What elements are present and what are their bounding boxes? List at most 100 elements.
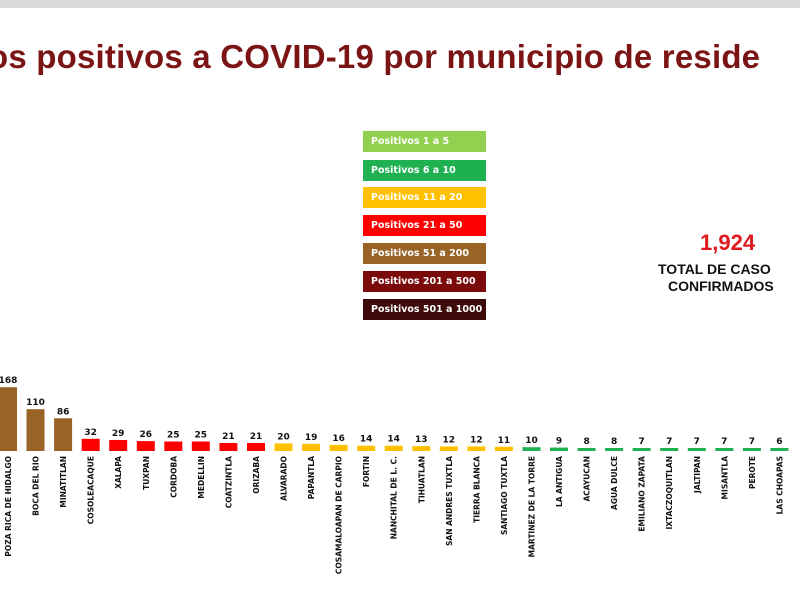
bar-value-label: 6 (776, 437, 782, 447)
category-label: MARTINEZ DE LA TORRE (528, 456, 537, 557)
bar (522, 447, 541, 451)
category-label: MEDELLIN (197, 456, 206, 499)
bar (164, 441, 183, 451)
legend-label: Positivos 501 a 1000 (371, 304, 483, 315)
category-label: COSAMALOAPAN DE CARPIO (335, 456, 344, 574)
bar (357, 445, 376, 451)
category-label: TIERRA BLANCA (472, 456, 481, 523)
legend-item-6-10: Positivos 6 a 10 (363, 160, 486, 181)
category-label: MINATITLAN (59, 456, 68, 508)
bar-value-label: 7 (638, 437, 644, 447)
bar (550, 447, 568, 451)
legend-item-1-5: Positivos 1 a 5 (363, 131, 486, 152)
legend-item-51-200: Positivos 51 a 200 (363, 243, 486, 264)
bar (26, 409, 45, 451)
bar-value-label: 13 (415, 435, 428, 445)
bar-value-label: 8 (583, 437, 589, 447)
bar (660, 448, 679, 451)
legend-item-201-500: Positivos 201 a 500 (363, 271, 486, 292)
category-label: LA ANTIGUA (555, 456, 564, 507)
bar (302, 443, 321, 451)
bar (439, 446, 458, 451)
category-label: EMILIANO ZAPATA (638, 456, 647, 532)
category-label: PAPANTLA (307, 456, 316, 499)
bar (219, 443, 238, 451)
bar (247, 443, 265, 451)
total-cases-label: TOTAL DE CASO (658, 261, 771, 277)
bar-value-label: 19 (305, 433, 318, 443)
bar (384, 445, 403, 451)
category-label: ORIZABA (252, 456, 261, 494)
legend-label: Positivos 21 a 50 (371, 220, 463, 231)
legend-item-501-1000: Positivos 501 a 1000 (363, 299, 486, 320)
category-label: TUXPAN (142, 456, 151, 490)
bar (136, 441, 155, 451)
legend-label: Positivos 6 a 10 (371, 165, 456, 176)
total-cases-value: 1,924 (700, 230, 756, 255)
bar (742, 448, 761, 451)
category-label: COATZINTLA (224, 456, 233, 508)
bar-value-label: 20 (277, 432, 290, 442)
bar-value-label: 168 (0, 376, 17, 386)
bar-value-label: 29 (112, 429, 125, 439)
bar-value-label: 14 (387, 435, 400, 445)
bar-value-label: 7 (694, 437, 700, 447)
bar-value-label: 7 (721, 437, 727, 447)
category-label: SAN ANDRES TUXTLA (445, 456, 454, 546)
category-label: NANCHITAL DE L. C. (390, 456, 399, 539)
category-label: POZA RICA DE HIDALGO (4, 456, 13, 557)
bar (0, 387, 17, 451)
category-label: AGUA DULCE (610, 456, 619, 510)
bar-value-label: 9 (556, 437, 562, 447)
bar (715, 448, 734, 451)
bar (577, 448, 596, 451)
category-label: XALAPA (114, 456, 123, 489)
bar (412, 446, 431, 451)
legend-label: Positivos 1 a 5 (371, 136, 450, 147)
category-label: CORDOBA (169, 456, 178, 498)
total-cases-label-2: CONFIRMADOS (668, 278, 774, 294)
legend-label: Positivos 51 a 200 (371, 248, 469, 259)
category-label: BOCA DEL RIO (32, 456, 41, 516)
category-label: ALVARADO (280, 456, 289, 501)
bar-value-label: 21 (250, 432, 263, 442)
bar-value-label: 10 (525, 436, 538, 446)
bar-value-label: 14 (360, 435, 373, 445)
bar-value-label: 25 (195, 431, 208, 441)
bar-value-label: 7 (666, 437, 672, 447)
bar-value-label: 12 (470, 435, 483, 445)
bar-value-label: 26 (140, 430, 153, 440)
bar-value-label: 32 (84, 428, 97, 438)
bar (605, 448, 624, 451)
chart-title: os positivos a COVID-19 por municipio de… (0, 38, 761, 75)
bar-value-label: 16 (332, 434, 345, 444)
top-bar (0, 0, 800, 8)
bar-value-label: 21 (222, 432, 235, 442)
bar (191, 441, 210, 451)
bar-value-label: 25 (167, 431, 180, 441)
category-label: PEROTE (748, 456, 757, 489)
category-label: TIHUATLAN (417, 456, 426, 503)
category-label: MISANTLA (720, 456, 729, 500)
bar (329, 444, 348, 451)
bar (54, 418, 73, 451)
legend-label: Positivos 11 a 20 (371, 192, 463, 203)
bar (770, 448, 789, 451)
bar-value-label: 12 (443, 435, 456, 445)
bar-value-label: 110 (26, 398, 45, 408)
bar (81, 438, 100, 451)
category-label: FORTIN (362, 456, 371, 487)
legend-item-11-20: Positivos 11 a 20 (363, 187, 486, 208)
category-label: LAS CHOAPAS (775, 456, 784, 514)
legend-item-21-50: Positivos 21 a 50 (363, 215, 486, 236)
category-label: JALTIPAN (693, 456, 702, 494)
bar (467, 446, 486, 451)
legend-label: Positivos 201 a 500 (371, 276, 476, 287)
category-label: COSOLEACAQUE (87, 456, 96, 524)
bar (274, 443, 293, 451)
bar-value-label: 7 (749, 437, 755, 447)
category-label: ACAYUCAN (583, 456, 592, 502)
bar-value-label: 86 (57, 407, 70, 417)
category-label: SANTIAGO TUXTLA (500, 456, 509, 535)
